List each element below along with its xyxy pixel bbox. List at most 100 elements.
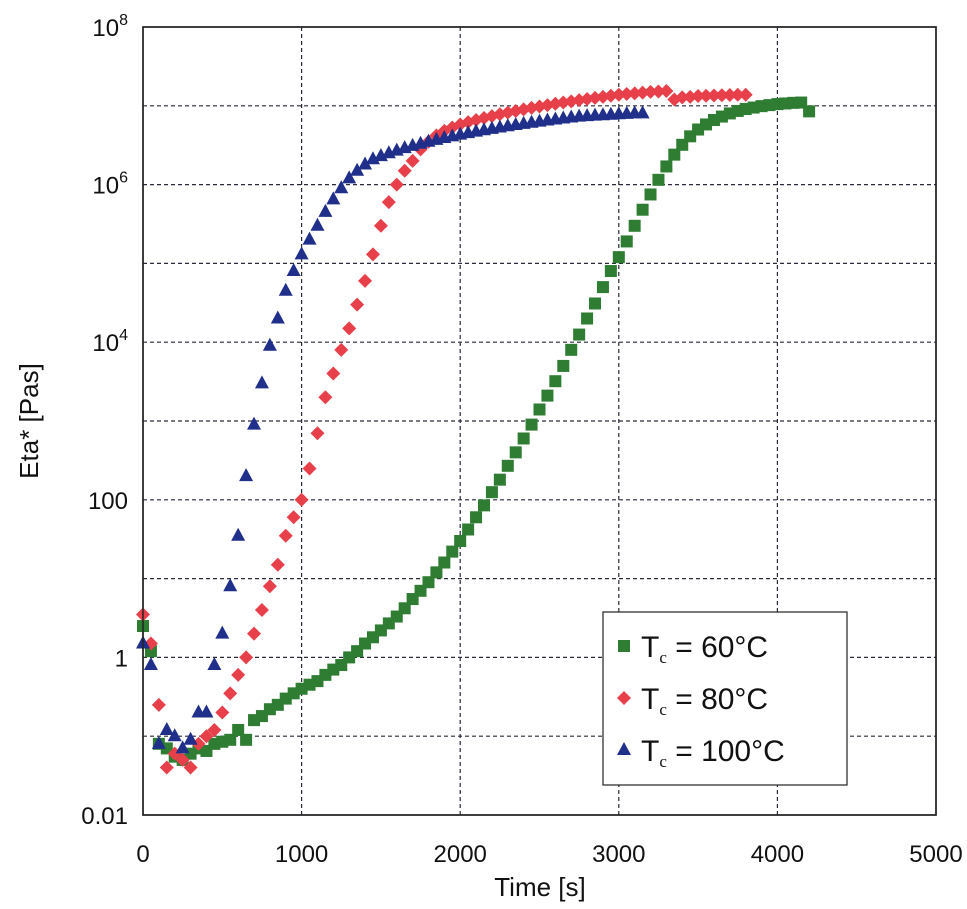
data-point <box>262 579 277 594</box>
data-point <box>278 528 293 543</box>
y-tick-label: 100 <box>88 488 128 515</box>
data-point <box>612 251 625 264</box>
data-point <box>549 375 562 388</box>
series-triangle <box>136 105 650 754</box>
data-point <box>660 160 673 173</box>
x-tick-label: 2000 <box>434 841 487 868</box>
data-point <box>730 87 745 102</box>
data-point <box>627 86 642 101</box>
data-point <box>326 191 341 205</box>
series-layer <box>136 84 816 775</box>
data-point <box>358 156 373 170</box>
data-point <box>199 704 214 718</box>
data-point <box>659 84 674 99</box>
data-point <box>294 246 309 260</box>
data-point <box>675 90 690 105</box>
data-point <box>485 486 498 499</box>
data-point <box>224 733 237 746</box>
data-point <box>342 321 357 336</box>
y-tick-label: 104 <box>92 327 128 357</box>
x-axis-label: Time [s] <box>494 872 585 902</box>
data-point <box>143 657 158 671</box>
data-point <box>714 88 729 103</box>
data-point <box>286 263 301 277</box>
data-point <box>183 760 198 775</box>
data-point <box>334 342 349 357</box>
data-point <box>500 105 515 120</box>
data-point <box>175 740 190 754</box>
data-point <box>365 247 380 262</box>
legend-marker-square <box>618 640 630 652</box>
data-point <box>533 403 546 416</box>
data-point <box>573 328 586 341</box>
data-point <box>223 686 238 701</box>
y-tick-label: 1 <box>115 645 128 672</box>
data-point <box>151 735 166 749</box>
data-point <box>294 492 309 507</box>
data-point <box>159 721 174 735</box>
data-point <box>643 84 658 99</box>
data-point <box>231 527 246 541</box>
data-point <box>454 535 467 548</box>
legend-label: Tc = 60°C <box>641 631 768 667</box>
data-point <box>397 163 412 178</box>
data-point <box>389 177 404 192</box>
data-point <box>262 337 277 351</box>
data-point <box>254 602 269 617</box>
data-point <box>183 731 198 745</box>
y-tick-label: 106 <box>92 170 128 200</box>
data-point <box>462 523 475 536</box>
data-point <box>232 723 245 736</box>
data-point <box>651 84 666 99</box>
data-point <box>310 426 325 441</box>
y-tick-label: 0.01 <box>81 803 128 830</box>
data-point <box>240 733 253 746</box>
data-point <box>501 459 514 472</box>
legend: Tc = 60°C Tc = 80°C Tc = 100°C <box>602 611 848 786</box>
data-point <box>604 265 617 278</box>
data-point <box>446 545 459 558</box>
data-point <box>589 297 602 310</box>
data-point <box>620 235 633 248</box>
data-point <box>405 153 420 168</box>
data-point <box>700 118 713 131</box>
data-point <box>239 650 254 665</box>
data-point <box>318 390 333 405</box>
x-tick-label: 0 <box>136 841 149 868</box>
data-point <box>611 87 626 102</box>
data-point <box>381 195 396 210</box>
data-point <box>334 180 349 194</box>
plot-frame <box>142 26 937 816</box>
data-point <box>350 162 365 176</box>
legend-label: Tc = 100°C <box>641 735 785 771</box>
data-point <box>430 566 443 579</box>
x-axis-ticks: 0 1000 2000 3000 4000 5000 <box>136 841 962 868</box>
data-point <box>302 231 317 245</box>
x-tick-label: 5000 <box>909 841 962 868</box>
data-point <box>247 416 262 430</box>
data-point <box>581 312 594 325</box>
data-point <box>278 282 293 296</box>
series-diamond <box>136 84 753 775</box>
data-point <box>509 446 522 459</box>
data-point <box>167 728 182 742</box>
data-point <box>525 418 538 431</box>
data-point <box>247 626 262 641</box>
data-point <box>373 218 388 233</box>
data-point <box>565 343 578 356</box>
data-point <box>254 375 269 389</box>
data-point <box>398 602 411 615</box>
data-point <box>636 203 649 216</box>
data-point <box>350 297 365 312</box>
data-point <box>477 499 490 512</box>
series-square <box>137 96 816 766</box>
data-point <box>151 697 166 712</box>
legend-box <box>602 611 848 786</box>
data-point <box>541 389 554 402</box>
y-axis-label: Eta* [Pas] <box>14 363 44 479</box>
data-point <box>738 87 753 102</box>
data-point <box>635 85 650 100</box>
data-point <box>207 657 222 671</box>
data-point <box>706 88 721 103</box>
